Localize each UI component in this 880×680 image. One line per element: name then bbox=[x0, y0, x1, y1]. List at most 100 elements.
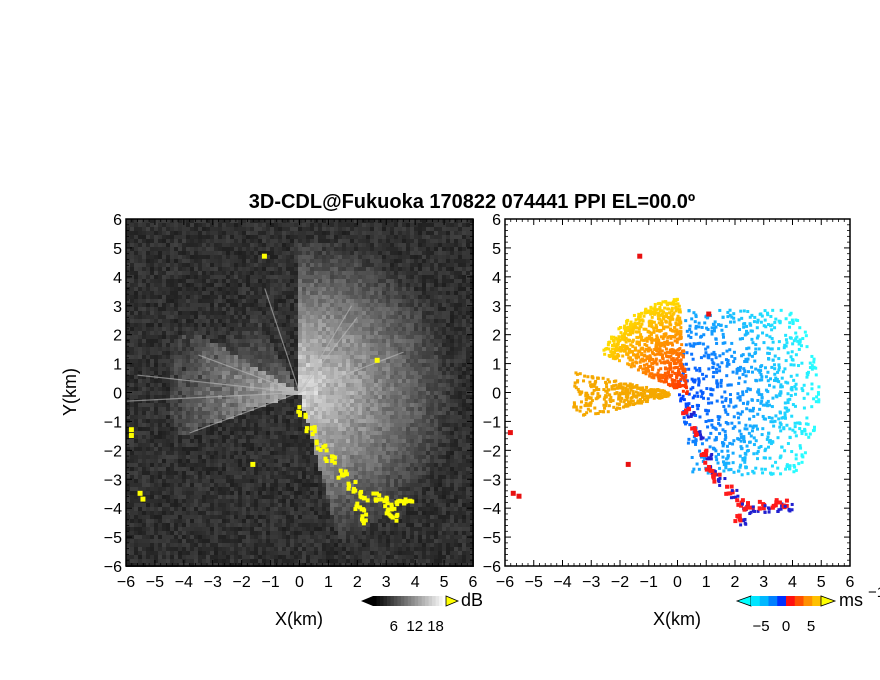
reflectivity-pixel bbox=[378, 219, 382, 223]
reflectivity-pixel bbox=[234, 391, 238, 395]
reflectivity-pixel bbox=[246, 447, 250, 451]
reflectivity-pixel bbox=[402, 379, 406, 383]
reflectivity-pixel bbox=[190, 391, 194, 395]
reflectivity-pixel bbox=[362, 351, 366, 355]
reflectivity-pixel bbox=[422, 231, 426, 235]
reflectivity-pixel bbox=[446, 227, 450, 231]
reflectivity-pixel bbox=[262, 295, 266, 299]
reflectivity-pixel bbox=[342, 219, 346, 223]
reflectivity-pixel bbox=[406, 295, 410, 299]
reflectivity-pixel bbox=[438, 299, 442, 303]
reflectivity-pixel bbox=[186, 331, 190, 335]
reflectivity-pixel bbox=[178, 283, 182, 287]
reflectivity-pixel bbox=[406, 443, 410, 447]
reflectivity-pixel bbox=[242, 335, 246, 339]
reflectivity-pixel bbox=[434, 339, 438, 343]
reflectivity-pixel bbox=[302, 431, 306, 435]
reflectivity-pixel bbox=[422, 383, 426, 387]
reflectivity-pixel bbox=[162, 223, 166, 227]
reflectivity-pixel bbox=[210, 231, 214, 235]
reflectivity-pixel bbox=[218, 259, 222, 263]
reflectivity-pixel bbox=[370, 307, 374, 311]
reflectivity-pixel bbox=[158, 379, 162, 383]
reflectivity-pixel bbox=[382, 303, 386, 307]
reflectivity-pixel bbox=[138, 223, 142, 227]
reflectivity-pixel bbox=[446, 291, 450, 295]
reflectivity-pixel bbox=[130, 267, 134, 271]
reflectivity-pixel bbox=[282, 375, 286, 379]
reflectivity-pixel bbox=[382, 351, 386, 355]
reflectivity-pixel bbox=[134, 295, 138, 299]
reflectivity-pixel bbox=[194, 267, 198, 271]
reflectivity-pixel bbox=[386, 343, 390, 347]
reflectivity-pixel bbox=[390, 239, 394, 243]
reflectivity-pixel bbox=[230, 435, 234, 439]
reflectivity-pixel bbox=[290, 407, 294, 411]
reflectivity-pixel bbox=[270, 243, 274, 247]
reflectivity-pixel bbox=[234, 227, 238, 231]
reflectivity-pixel bbox=[186, 367, 190, 371]
reflectivity-pixel bbox=[330, 435, 334, 439]
reflectivity-pixel bbox=[426, 227, 430, 231]
reflectivity-pixel bbox=[298, 263, 302, 267]
reflectivity-pixel bbox=[330, 323, 334, 327]
reflectivity-pixel bbox=[366, 399, 370, 403]
reflectivity-pixel bbox=[314, 367, 318, 371]
reflectivity-pixel bbox=[166, 383, 170, 387]
reflectivity-pixel bbox=[226, 323, 230, 327]
reflectivity-pixel bbox=[414, 383, 418, 387]
reflectivity-pixel bbox=[334, 291, 338, 295]
reflectivity-pixel bbox=[370, 347, 374, 351]
reflectivity-pixel bbox=[302, 259, 306, 263]
reflectivity-pixel bbox=[226, 351, 230, 355]
reflectivity-pixel bbox=[458, 355, 462, 359]
reflectivity-pixel bbox=[366, 227, 370, 231]
reflectivity-pixel bbox=[274, 335, 278, 339]
reflectivity-pixel bbox=[306, 271, 310, 275]
reflectivity-pixel bbox=[366, 287, 370, 291]
reflectivity-pixel bbox=[254, 423, 258, 427]
reflectivity-pixel bbox=[130, 339, 134, 343]
reflectivity-pixel bbox=[214, 443, 218, 447]
reflectivity-pixel bbox=[326, 359, 330, 363]
reflectivity-pixel bbox=[258, 395, 262, 399]
reflectivity-pixel bbox=[222, 391, 226, 395]
reflectivity-pixel bbox=[186, 387, 190, 391]
reflectivity-pixel bbox=[466, 435, 470, 439]
reflectivity-pixel bbox=[254, 439, 258, 443]
reflectivity-pixel bbox=[194, 339, 198, 343]
reflectivity-pixel bbox=[426, 291, 430, 295]
reflectivity-pixel bbox=[298, 395, 302, 399]
reflectivity-pixel bbox=[342, 391, 346, 395]
reflectivity-pixel bbox=[158, 367, 162, 371]
reflectivity-pixel bbox=[434, 259, 438, 263]
reflectivity-pixel bbox=[286, 359, 290, 363]
reflectivity-pixel bbox=[302, 275, 306, 279]
reflectivity-pixel bbox=[218, 255, 222, 259]
reflectivity-pixel bbox=[334, 295, 338, 299]
reflectivity-pixel bbox=[266, 271, 270, 275]
reflectivity-pixel bbox=[190, 323, 194, 327]
reflectivity-pixel bbox=[326, 227, 330, 231]
reflectivity-pixel bbox=[262, 335, 266, 339]
reflectivity-pixel bbox=[142, 363, 146, 367]
reflectivity-pixel bbox=[238, 375, 242, 379]
reflectivity-pixel bbox=[278, 443, 282, 447]
reflectivity-pixel bbox=[418, 231, 422, 235]
reflectivity-pixel bbox=[238, 251, 242, 255]
reflectivity-pixel bbox=[174, 291, 178, 295]
reflectivity-pixel bbox=[130, 407, 134, 411]
reflectivity-pixel bbox=[134, 247, 138, 251]
reflectivity-pixel bbox=[130, 291, 134, 295]
reflectivity-pixel bbox=[286, 223, 290, 227]
reflectivity-pixel bbox=[178, 315, 182, 319]
reflectivity-pixel bbox=[402, 415, 406, 419]
reflectivity-pixel bbox=[442, 307, 446, 311]
reflectivity-pixel bbox=[294, 351, 298, 355]
reflectivity-pixel bbox=[166, 223, 170, 227]
reflectivity-pixel bbox=[150, 371, 154, 375]
reflectivity-pixel bbox=[222, 303, 226, 307]
reflectivity-pixel bbox=[250, 395, 254, 399]
reflectivity-pixel bbox=[170, 411, 174, 415]
reflectivity-pixel bbox=[370, 335, 374, 339]
